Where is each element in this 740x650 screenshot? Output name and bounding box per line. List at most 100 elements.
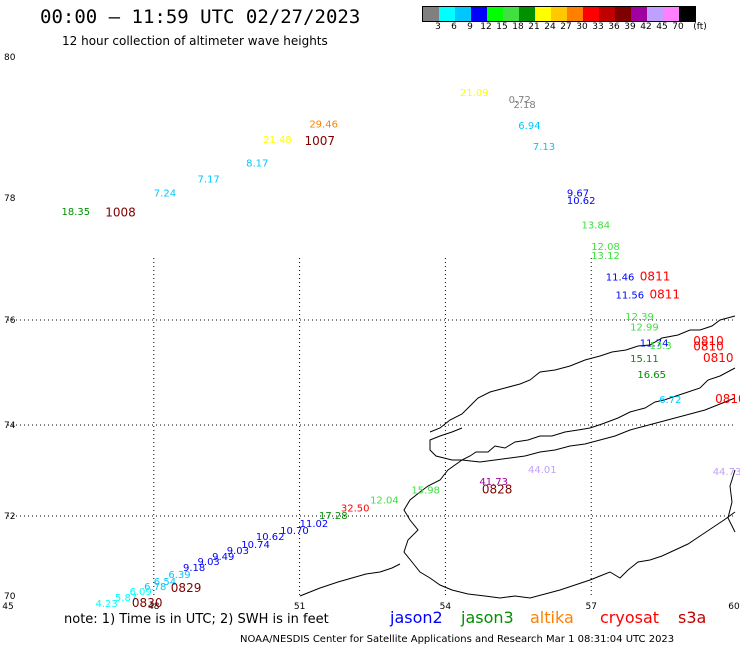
wave-height-labels: 21.09 0.722.18 6.94 7.13 29.46 21.48 1007 8.17 7…: [61, 88, 740, 610]
wave-height-label: 11.02: [300, 519, 329, 530]
wave-height-label: 13.12: [591, 251, 620, 262]
longitude-tick-label: 48: [148, 602, 160, 612]
novaya-zemlya-north-coast: [429, 315, 736, 433]
legend-swatch: [487, 7, 503, 21]
wave-height-label: 11.56: [616, 291, 645, 302]
legend-tick-label: 9: [467, 22, 473, 32]
wave-height-label: 41.73: [479, 477, 508, 488]
kara-east-coast: [727, 469, 736, 533]
longitude-tick-label: 45: [2, 602, 13, 612]
time-label: 0810: [715, 392, 740, 406]
legend-swatch: [583, 7, 599, 21]
longitude-tick-label: 54: [440, 602, 452, 612]
legend-tick-label: 45: [656, 22, 668, 32]
wave-height-label: 10.62: [567, 196, 596, 207]
time-label: 0810: [703, 351, 734, 365]
legend-swatch: [663, 7, 679, 21]
legend-swatch: [519, 7, 535, 21]
satellite-legend-altika: altika: [530, 608, 574, 627]
legend-tick-label: 6: [451, 22, 457, 32]
wave-height-label: 12.99: [630, 323, 659, 334]
wave-height-label: 7.24: [154, 189, 176, 200]
wave-height-label: 7.17: [198, 174, 220, 185]
wave-height-label: 16.65: [637, 370, 666, 381]
wave-height-label: 10.62: [256, 532, 285, 543]
wave-height-label: 6.09: [130, 587, 152, 598]
longitude-tick-label: 51: [294, 602, 305, 612]
latitude-tick-label: 78: [4, 194, 16, 204]
legend-swatch: [503, 7, 519, 21]
latitude-tick-label: 74: [4, 421, 16, 431]
wave-height-label: 6.54: [154, 577, 176, 588]
wave-height-label: 21.09: [460, 88, 489, 99]
wave-height-label: 6.94: [518, 121, 540, 132]
time-label: 0811: [650, 288, 681, 302]
legend-tick-label: 18: [512, 22, 524, 32]
wave-height-label: 10.70: [280, 526, 309, 537]
legend-swatch: [647, 7, 663, 21]
latitude-labels: 70 72 74 76 78 80: [4, 53, 16, 602]
legend-swatch: [455, 7, 471, 21]
legend-tick-label: 27: [560, 22, 572, 32]
time-label: 1008: [105, 205, 136, 219]
wave-height-label: 9.03: [227, 546, 249, 557]
wave-height-label: 29.46: [309, 120, 338, 131]
footer-credit: NOAA/NESDIS Center for Satellite Applica…: [240, 634, 675, 645]
wave-height-label: 6.78: [144, 582, 166, 593]
wave-height-label: 6.72: [659, 395, 681, 406]
graticule: [8, 258, 735, 596]
satellite-legend-jason3: jason3: [461, 608, 514, 627]
wave-height-label: 32.50: [341, 503, 370, 514]
time-label: 0810: [693, 339, 724, 353]
vaygach-coast: [299, 563, 401, 597]
longitude-tick-label: 60: [728, 602, 740, 612]
legend-swatch: [471, 7, 487, 21]
wave-height-label: 12.39: [625, 312, 654, 323]
time-label: 0811: [640, 269, 671, 283]
wave-height-label: 5.87: [115, 593, 137, 604]
wave-height-label: 44.73: [713, 467, 740, 478]
legend-swatch: [551, 7, 567, 21]
wave-height-label: 9.67: [567, 189, 589, 200]
legend-tick-label: 42: [640, 22, 652, 32]
wave-height-label: 15.11: [630, 354, 659, 365]
legend-tick-label: 3: [435, 22, 441, 32]
time-label: 0810: [693, 334, 724, 348]
wave-height-label: 15.98: [411, 485, 440, 496]
wave-height-label: 7.13: [533, 142, 555, 153]
footer-note: note: 1) Time is in UTC; 2) SWH is in fe…: [64, 612, 329, 627]
legend-tick-label: 21: [528, 22, 540, 32]
page-subtitle: 12 hour collection of altimeter wave hei…: [62, 34, 328, 48]
legend-tick-label: 12: [480, 22, 492, 32]
time-label: 0829: [171, 581, 202, 595]
legend-unit: (ft): [693, 22, 707, 32]
wave-height-label: 0.72: [509, 95, 531, 106]
wave-height-label: 21.48: [263, 135, 292, 146]
legend-swatch: [535, 7, 551, 21]
island-inner-coast: [461, 397, 736, 463]
wave-height-label: 9.18: [183, 563, 205, 574]
wave-height-label: 12.04: [370, 495, 399, 506]
color-legend-bar: [422, 6, 696, 22]
legend-swatch: [439, 7, 455, 21]
legend-tick-label: 15: [496, 22, 508, 32]
novaya-zemlya-south-coast: [429, 367, 736, 461]
coastline: [299, 315, 736, 599]
wave-height-label: 11.74: [640, 338, 669, 349]
wave-height-label: 17.28: [319, 511, 348, 522]
legend-swatch: [567, 7, 583, 21]
longitude-labels: 45 48 51 54 57 60: [2, 602, 740, 612]
wave-height-label: 13.84: [581, 221, 610, 232]
latitude-tick-label: 72: [4, 512, 15, 522]
legend-swatch: [631, 7, 647, 21]
wave-height-label: 44.01: [528, 465, 557, 476]
legend-tick-label: 39: [624, 22, 636, 32]
page-title: 00:00 – 11:59 UTC 02/27/2023: [40, 6, 361, 28]
south-island-coast: [403, 459, 736, 599]
wave-height-label: 2.18: [513, 100, 535, 111]
time-label: 0830: [132, 596, 163, 610]
satellite-legend-s3a: s3a: [678, 608, 707, 627]
legend-swatch: [679, 7, 695, 21]
wave-height-label: 10.74: [241, 540, 270, 551]
